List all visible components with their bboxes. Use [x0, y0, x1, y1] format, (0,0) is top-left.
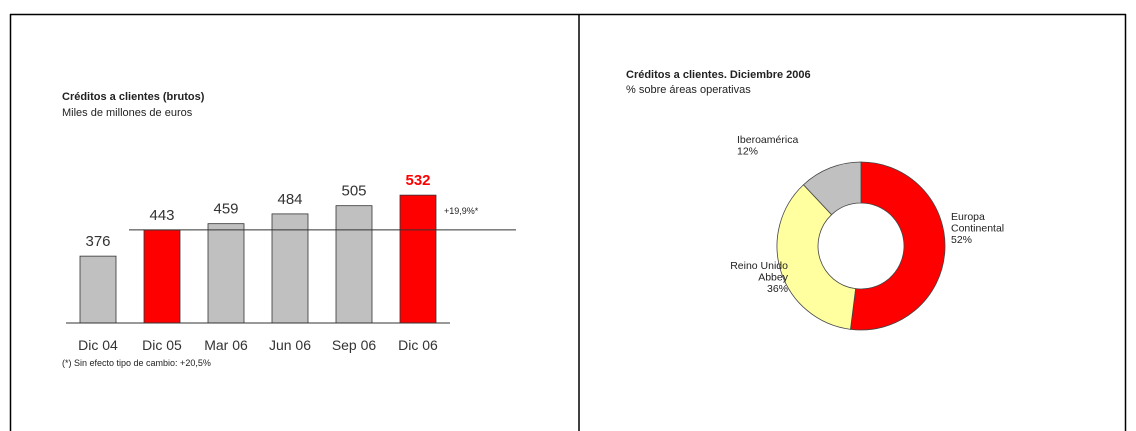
value-label: 459 [213, 201, 238, 218]
donut-slice [776, 184, 857, 330]
x-tick-label: Mar 06 [204, 337, 248, 353]
slice-value-label: 36% [767, 283, 788, 295]
slice-value-label: 12% [737, 146, 758, 158]
value-label: 505 [341, 183, 366, 200]
value-label: 484 [277, 191, 302, 208]
x-tick-label: Dic 06 [398, 337, 438, 353]
x-tick-label: Jun 06 [269, 337, 311, 353]
bar [399, 194, 437, 324]
bar-subtitle: Miles de millones de euros [62, 107, 193, 119]
footnote: (*) Sin efecto tipo de cambio: +20,5% [62, 358, 211, 368]
x-tick-label: Dic 04 [78, 337, 118, 353]
slice-label: Iberoamérica [737, 134, 798, 146]
donut-slice [802, 161, 862, 216]
value-label: 532 [405, 172, 430, 189]
value-label: 443 [149, 207, 174, 224]
x-tick-label: Dic 05 [142, 337, 182, 353]
bar-title: Créditos a clientes (brutos) [62, 91, 205, 103]
slice-value-label: 52% [951, 234, 972, 246]
bar [207, 223, 245, 324]
bar [335, 205, 373, 324]
pie-subtitle: % sobre áreas operativas [626, 84, 751, 96]
donut-slice [850, 161, 946, 331]
x-tick-label: Sep 06 [332, 337, 377, 353]
bar [79, 255, 117, 324]
pie-title: Créditos a clientes. Diciembre 2006 [626, 69, 811, 81]
bar [143, 229, 181, 324]
slice-label: Europa Continental [951, 211, 1004, 235]
value-label: 376 [85, 233, 110, 250]
slice-label: Reino Unido Abbey [730, 260, 789, 284]
annotation: +19,9%* [444, 206, 479, 216]
